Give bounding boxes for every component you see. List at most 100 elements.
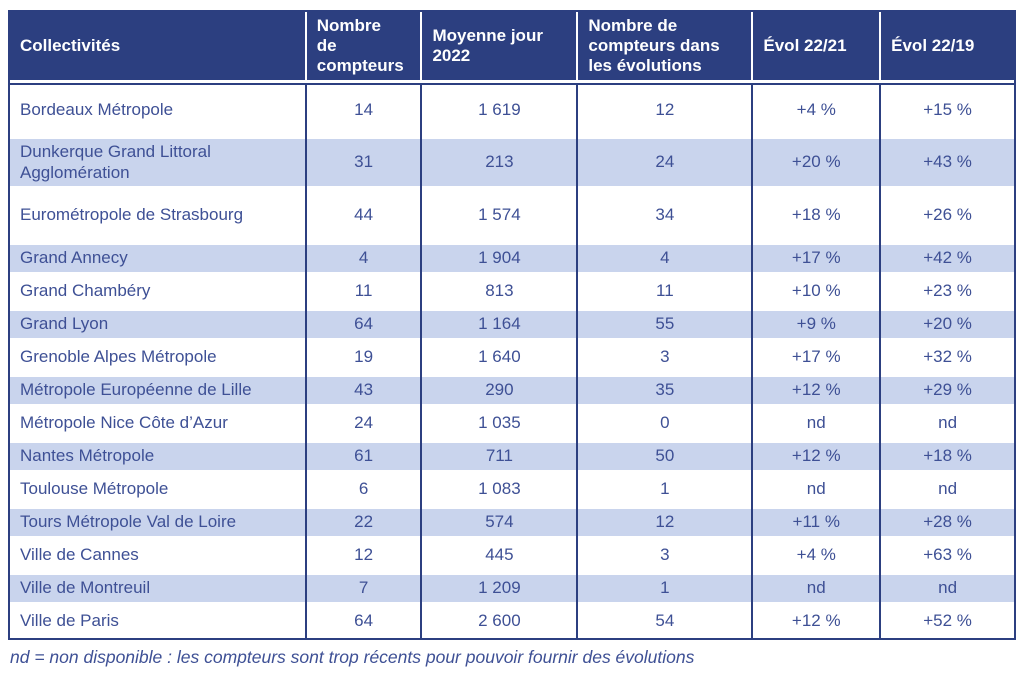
cell-collectivite: Dunkerque Grand Littoral Agglomération	[10, 136, 305, 190]
cell-evol-22-21: nd	[751, 407, 880, 441]
cell-moyenne-jour: 1 619	[420, 83, 577, 137]
cell-nb-compteurs: 22	[304, 506, 421, 540]
cell-evol-22-19: +43 %	[879, 136, 1014, 190]
cell-evol-22-21: +12 %	[751, 374, 880, 408]
cell-evol-22-19: +32 %	[879, 341, 1014, 375]
cell-nb-compteurs-evolutions: 1	[576, 572, 752, 606]
cell-evol-22-21: +9 %	[751, 308, 880, 342]
cell-collectivite: Grand Lyon	[10, 308, 305, 342]
cell-evol-22-19: +23 %	[879, 275, 1014, 309]
col-header-moyenne-jour: Moyenne jour 2022	[420, 12, 577, 84]
cell-nb-compteurs: 4	[304, 242, 421, 276]
cell-evol-22-21: nd	[751, 473, 880, 507]
col-header-nombre-compteurs: Nombre de compteurs	[304, 12, 421, 84]
cell-nb-compteurs: 14	[304, 83, 421, 137]
header-row: Collectivités Nombre de compteurs Moyenn…	[10, 12, 1014, 84]
cell-nb-compteurs-evolutions: 54	[576, 605, 752, 639]
cell-collectivite: Tours Métropole Val de Loire	[10, 506, 305, 540]
cell-evol-22-21: +17 %	[751, 341, 880, 375]
table-row: Ville de Cannes 12 445 3 +4 % +63 %	[10, 539, 1014, 573]
cell-evol-22-21: +17 %	[751, 242, 880, 276]
cell-nb-compteurs: 12	[304, 539, 421, 573]
cell-evol-22-19: +28 %	[879, 506, 1014, 540]
table-body: Bordeaux Métropole 14 1 619 12 +4 % +15 …	[10, 83, 1014, 639]
cell-moyenne-jour: 813	[420, 275, 577, 309]
table-row: Grand Lyon 64 1 164 55 +9 % +20 %	[10, 308, 1014, 342]
cell-moyenne-jour: 290	[420, 374, 577, 408]
table-row: Ville de Paris 64 2 600 54 +12 % +52 %	[10, 605, 1014, 639]
cell-evol-22-19: +18 %	[879, 440, 1014, 474]
cell-evol-22-19: +20 %	[879, 308, 1014, 342]
cell-evol-22-21: +4 %	[751, 539, 880, 573]
table-row: Grand Annecy 4 1 904 4 +17 % +42 %	[10, 242, 1014, 276]
cell-collectivite: Ville de Cannes	[10, 539, 305, 573]
cell-moyenne-jour: 1 640	[420, 341, 577, 375]
cell-collectivite: Ville de Montreuil	[10, 572, 305, 606]
cell-nb-compteurs: 6	[304, 473, 421, 507]
counters-table: Collectivités Nombre de compteurs Moyenn…	[8, 10, 1016, 641]
cell-moyenne-jour: 1 164	[420, 308, 577, 342]
cell-collectivite: Ville de Paris	[10, 605, 305, 639]
cell-evol-22-19: nd	[879, 407, 1014, 441]
cell-evol-22-19: +29 %	[879, 374, 1014, 408]
cell-collectivite: Grand Chambéry	[10, 275, 305, 309]
table-row: Grand Chambéry 11 813 11 +10 % +23 %	[10, 275, 1014, 309]
cell-nb-compteurs: 64	[304, 308, 421, 342]
cell-evol-22-21: +12 %	[751, 605, 880, 639]
cell-evol-22-21: +18 %	[751, 189, 880, 243]
table-row: Nantes Métropole 61 711 50 +12 % +18 %	[10, 440, 1014, 474]
footnote: nd = non disponible : les compteurs sont…	[10, 647, 695, 668]
table-row: Tours Métropole Val de Loire 22 574 12 +…	[10, 506, 1014, 540]
cell-moyenne-jour: 711	[420, 440, 577, 474]
cell-evol-22-19: nd	[879, 473, 1014, 507]
col-header-collectivites: Collectivités	[10, 12, 305, 84]
cell-nb-compteurs-evolutions: 12	[576, 506, 752, 540]
cell-nb-compteurs-evolutions: 1	[576, 473, 752, 507]
cell-moyenne-jour: 1 574	[420, 189, 577, 243]
cell-evol-22-21: +11 %	[751, 506, 880, 540]
cell-moyenne-jour: 1 035	[420, 407, 577, 441]
cell-moyenne-jour: 1 904	[420, 242, 577, 276]
cell-nb-compteurs-evolutions: 12	[576, 83, 752, 137]
cell-moyenne-jour: 574	[420, 506, 577, 540]
cell-collectivite: Bordeaux Métropole	[10, 83, 305, 137]
page: Collectivités Nombre de compteurs Moyenn…	[8, 10, 1016, 668]
table-row: Métropole Européenne de Lille 43 290 35 …	[10, 374, 1014, 408]
cell-evol-22-19: nd	[879, 572, 1014, 606]
cell-evol-22-21: +20 %	[751, 136, 880, 190]
cell-evol-22-19: +63 %	[879, 539, 1014, 573]
col-header-compteurs-evolutions: Nombre de compteurs dans les évolutions	[576, 12, 752, 84]
cell-collectivite: Grenoble Alpes Métropole	[10, 341, 305, 375]
cell-collectivite: Grand Annecy	[10, 242, 305, 276]
col-header-evol-22-21: Évol 22/21	[751, 12, 880, 84]
table-header: Collectivités Nombre de compteurs Moyenn…	[10, 12, 1014, 84]
cell-moyenne-jour: 1 209	[420, 572, 577, 606]
table-row: Eurométropole de Strasbourg 44 1 574 34 …	[10, 189, 1014, 243]
table-row: Toulouse Métropole 6 1 083 1 nd nd	[10, 473, 1014, 507]
cell-collectivite: Toulouse Métropole	[10, 473, 305, 507]
cell-nb-compteurs-evolutions: 55	[576, 308, 752, 342]
cell-collectivite: Métropole Européenne de Lille	[10, 374, 305, 408]
cell-nb-compteurs: 61	[304, 440, 421, 474]
cell-evol-22-19: +15 %	[879, 83, 1014, 137]
cell-nb-compteurs: 44	[304, 189, 421, 243]
cell-evol-22-21: +12 %	[751, 440, 880, 474]
cell-nb-compteurs-evolutions: 3	[576, 539, 752, 573]
cell-nb-compteurs: 31	[304, 136, 421, 190]
cell-nb-compteurs: 11	[304, 275, 421, 309]
cell-collectivite: Nantes Métropole	[10, 440, 305, 474]
cell-nb-compteurs: 7	[304, 572, 421, 606]
cell-nb-compteurs: 19	[304, 341, 421, 375]
cell-moyenne-jour: 445	[420, 539, 577, 573]
cell-moyenne-jour: 213	[420, 136, 577, 190]
col-header-evol-22-19: Évol 22/19	[879, 12, 1014, 84]
cell-evol-22-21: +4 %	[751, 83, 880, 137]
cell-nb-compteurs-evolutions: 11	[576, 275, 752, 309]
cell-nb-compteurs-evolutions: 4	[576, 242, 752, 276]
table-row: Ville de Montreuil 7 1 209 1 nd nd	[10, 572, 1014, 606]
cell-nb-compteurs-evolutions: 35	[576, 374, 752, 408]
table-row: Bordeaux Métropole 14 1 619 12 +4 % +15 …	[10, 83, 1014, 137]
cell-nb-compteurs-evolutions: 50	[576, 440, 752, 474]
cell-evol-22-19: +42 %	[879, 242, 1014, 276]
cell-evol-22-19: +52 %	[879, 605, 1014, 639]
